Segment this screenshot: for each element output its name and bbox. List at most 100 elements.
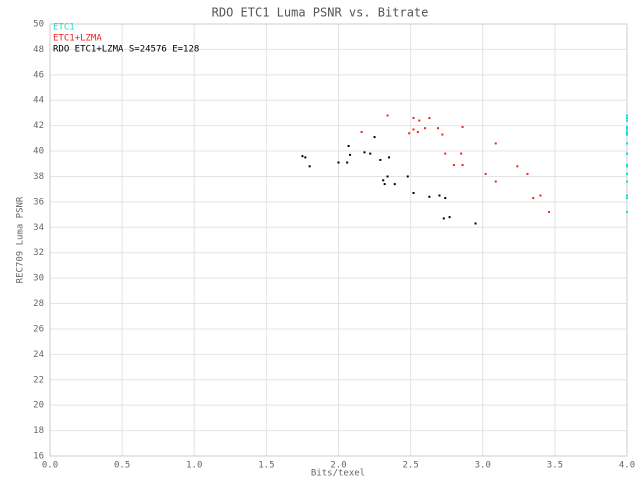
y-tick-label: 20 — [33, 401, 44, 411]
point — [428, 117, 431, 120]
point — [441, 133, 444, 136]
point — [460, 152, 463, 155]
point — [438, 194, 441, 197]
point — [626, 197, 628, 200]
y-tick-label: 34 — [33, 223, 44, 233]
y-tick-label: 42 — [33, 121, 44, 131]
y-tick-label: 46 — [33, 70, 44, 80]
point — [626, 211, 628, 214]
chart-title: RDO ETC1 Luma PSNR vs. Bitrate — [212, 6, 429, 20]
point — [626, 131, 628, 133]
y-tick-label: 28 — [33, 299, 44, 309]
legend-label: ETC1 — [53, 23, 75, 33]
y-tick-label: 50 — [33, 20, 44, 30]
point — [363, 151, 366, 154]
point — [360, 131, 363, 133]
y-tick-label: 26 — [33, 324, 44, 334]
y-tick-label: 36 — [33, 197, 44, 207]
y-tick-label: 30 — [33, 274, 44, 284]
point — [416, 131, 419, 133]
point — [412, 117, 415, 120]
x-tick-label: 0.0 — [42, 461, 58, 471]
point — [626, 165, 628, 168]
x-tick-label: 0.5 — [114, 461, 130, 471]
plot-frame — [49, 23, 628, 457]
point — [386, 175, 389, 178]
point — [626, 180, 628, 183]
y-tick-label: 22 — [33, 375, 44, 385]
point — [626, 142, 628, 145]
y-tick-label: 48 — [33, 45, 44, 55]
y-tick-label: 16 — [33, 452, 44, 462]
point — [626, 114, 628, 117]
point — [412, 191, 415, 194]
y-tick-label: 24 — [33, 350, 44, 360]
y-tick-label: 44 — [33, 96, 44, 106]
x-tick-label: 4.0 — [619, 461, 635, 471]
point — [308, 165, 311, 168]
point — [484, 172, 487, 175]
point — [369, 152, 372, 155]
x-tick-label: 3.0 — [475, 461, 491, 471]
point — [494, 142, 497, 145]
y-tick-label: 40 — [33, 147, 44, 157]
x-tick-label: 2.0 — [330, 461, 346, 471]
point — [406, 175, 409, 178]
legend-label: RDO ETC1+LZMA S=24576 E=128 — [53, 45, 199, 55]
y-axis-label: REC709 Luma PSNR — [16, 196, 26, 283]
x-axis-label: Bits/texel — [311, 469, 365, 479]
point — [452, 164, 455, 167]
point — [626, 128, 628, 131]
point — [532, 197, 535, 200]
point — [448, 216, 451, 219]
point — [539, 194, 542, 197]
x-tick-label: 2.5 — [402, 461, 418, 471]
point — [379, 158, 382, 161]
point — [424, 127, 427, 130]
x-tick-label: 1.0 — [186, 461, 202, 471]
point — [516, 165, 519, 168]
point — [461, 164, 464, 167]
point — [626, 172, 628, 175]
point — [626, 119, 628, 122]
point — [444, 152, 447, 155]
point — [337, 161, 340, 164]
point — [428, 195, 431, 198]
point — [444, 197, 447, 200]
point — [347, 144, 350, 147]
point — [346, 161, 349, 164]
point — [418, 119, 421, 122]
point — [461, 125, 464, 128]
point — [442, 217, 445, 220]
point — [626, 152, 628, 155]
x-tick-label: 1.5 — [258, 461, 274, 471]
point — [301, 155, 304, 158]
point — [383, 183, 386, 186]
point — [412, 128, 415, 131]
point — [548, 211, 551, 214]
point — [437, 127, 440, 130]
point — [387, 156, 390, 159]
point — [526, 172, 529, 175]
point — [626, 125, 628, 128]
point — [386, 114, 389, 117]
point — [474, 222, 477, 225]
point — [349, 153, 352, 156]
point — [408, 132, 411, 135]
y-tick-label: 38 — [33, 172, 44, 182]
point — [373, 136, 376, 139]
point — [393, 183, 396, 186]
point — [626, 127, 628, 130]
point — [494, 180, 497, 183]
legend-label: ETC1+LZMA — [53, 34, 102, 44]
point — [626, 117, 628, 120]
x-tick-label: 3.5 — [547, 461, 563, 471]
point — [382, 179, 385, 182]
y-tick-label: 32 — [33, 248, 44, 258]
point — [626, 133, 628, 136]
point — [304, 156, 307, 159]
point — [626, 132, 628, 135]
y-tick-label: 18 — [33, 426, 44, 436]
point — [626, 194, 628, 197]
